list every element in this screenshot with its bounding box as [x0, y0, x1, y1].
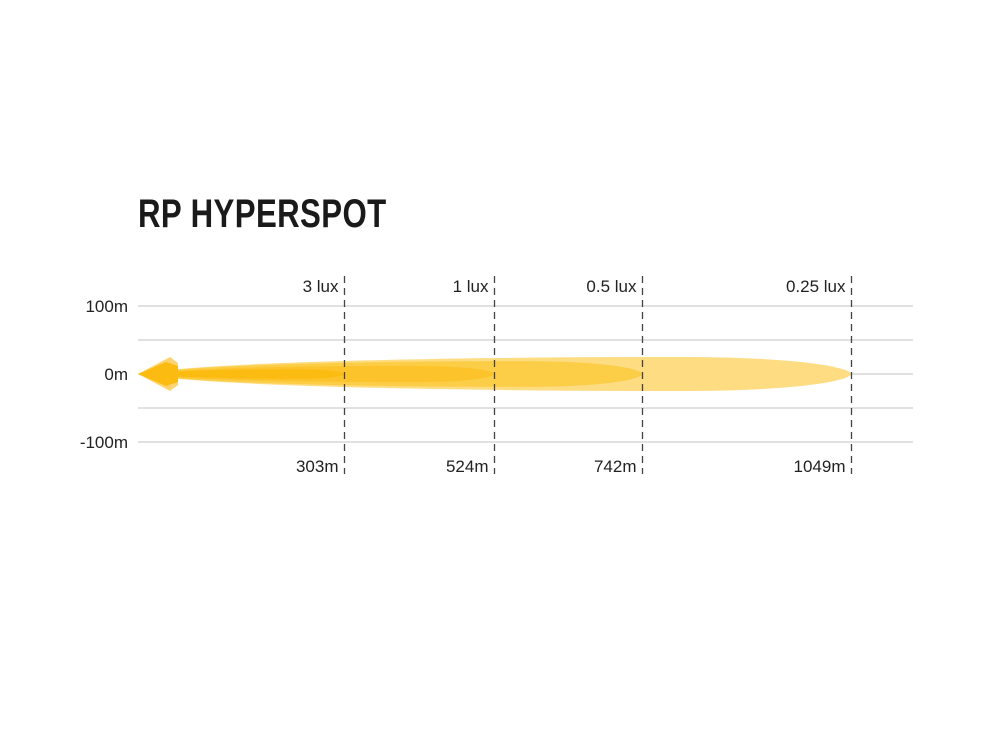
lux-label: 0.25 lux: [786, 277, 846, 296]
y-tick-label: -100m: [80, 433, 128, 452]
beam-zone: [138, 369, 344, 379]
distance-label: 303m: [296, 457, 339, 476]
y-tick-label: 0m: [104, 365, 128, 384]
chart-title: RP HYPERSPOT: [138, 192, 387, 236]
lux-label: 1 lux: [453, 277, 489, 296]
distance-label: 742m: [594, 457, 637, 476]
arrow-head-icon: [138, 362, 178, 386]
y-tick-label: 100m: [85, 297, 128, 316]
lux-label: 0.5 lux: [586, 277, 637, 296]
distance-label: 524m: [446, 457, 489, 476]
distance-label: 1049m: [794, 457, 846, 476]
lux-label: 3 lux: [303, 277, 339, 296]
